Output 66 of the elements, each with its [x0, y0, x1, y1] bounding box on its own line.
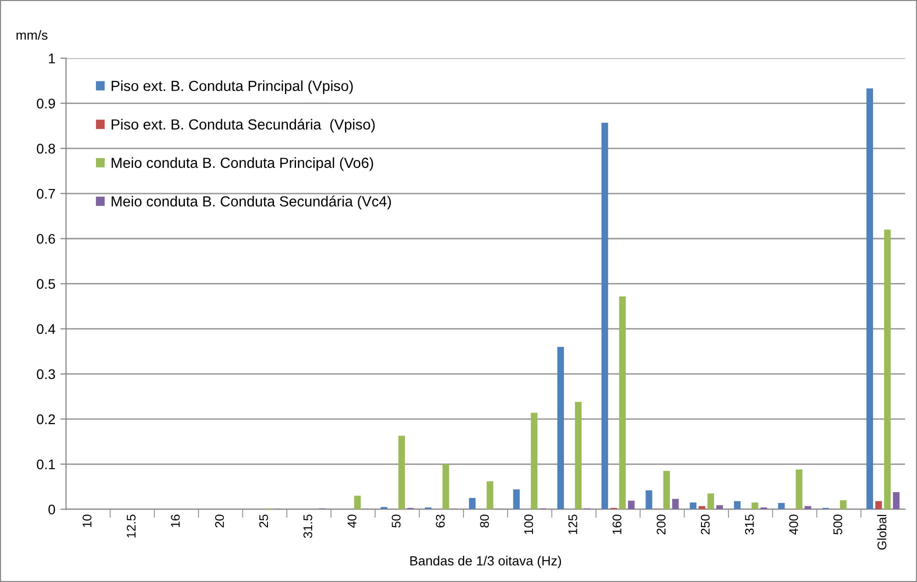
bar [716, 505, 723, 510]
bar [557, 346, 564, 510]
bar [663, 470, 670, 510]
bar [866, 88, 874, 510]
bar [468, 498, 476, 510]
y-tick-label: 0.8 [36, 144, 56, 154]
x-tick-label: 50 [392, 514, 401, 528]
x-tick-label: 200 [656, 514, 666, 534]
bar [892, 492, 900, 510]
x-tick-label: 80 [480, 514, 489, 528]
x-tick-label: Global [877, 514, 886, 550]
y-tick-label: 0.7 [36, 188, 55, 199]
bar [646, 490, 652, 510]
x-tick-label: 250 [700, 514, 710, 534]
legend-label: Piso ext. B. Conduta Secundária (Vpiso) [112, 118, 375, 132]
bar [442, 464, 450, 510]
bar [752, 502, 758, 510]
legend-label: Piso ext. B. Conduta Principal (Vpiso) [112, 80, 353, 94]
x-tick-label: 31.5 [303, 514, 312, 538]
x-tick-label: 12.5 [126, 514, 136, 538]
bar [778, 502, 785, 510]
x-tick-label: 315 [745, 514, 754, 534]
bar [628, 500, 635, 510]
bar [734, 501, 741, 510]
bar [804, 506, 812, 510]
bar [707, 493, 714, 510]
x-tick-label: 500 [833, 514, 842, 534]
bar [672, 498, 679, 510]
bar [619, 296, 626, 510]
bar [530, 412, 538, 510]
bar [875, 501, 882, 510]
y-tick-label: 0.3 [36, 369, 55, 380]
y-tick-label: 0.5 [36, 279, 56, 289]
x-tick-label: 63 [436, 514, 445, 528]
bar [884, 230, 891, 510]
x-tick-label: 25 [259, 514, 268, 528]
x-tick-label: 160 [612, 514, 622, 534]
bar [840, 500, 847, 510]
y-axis-title: mm/s [16, 30, 48, 40]
x-tick-label: 100 [524, 514, 534, 534]
bar [796, 470, 802, 510]
bar [380, 506, 388, 510]
bar [486, 481, 494, 510]
bar [574, 402, 582, 510]
x-tick-label: 400 [789, 514, 798, 535]
y-tick-label: 0.1 [36, 459, 55, 470]
legend-label: Meio conduta B. Conduta Principal (Vo6) [112, 157, 374, 171]
x-tick-label: 16 [170, 514, 180, 528]
x-tick-label: 20 [215, 514, 224, 528]
x-tick-label: 10 [82, 514, 92, 528]
bar [513, 489, 520, 510]
x-tick-label: 40 [348, 514, 356, 528]
x-tick-label: 125 [568, 514, 578, 534]
y-tick-label: 0 [48, 504, 56, 514]
bar [354, 496, 361, 510]
y-tick-label: 1 [48, 54, 55, 64]
bar [698, 506, 706, 510]
y-tick-label: 0.9 [36, 98, 55, 108]
y-tick-label: 0.6 [36, 234, 55, 244]
y-tick-label: 0.4 [36, 324, 56, 334]
y-tick-label: 0.2 [36, 414, 55, 424]
bar [601, 122, 608, 510]
x-axis-title: Bandas de 1/3 oitava (Hz) [410, 556, 562, 568]
legend-label: Meio conduta B. Conduta Secundária (Vc4) [112, 196, 391, 210]
bar [690, 502, 696, 510]
bar [398, 436, 405, 510]
